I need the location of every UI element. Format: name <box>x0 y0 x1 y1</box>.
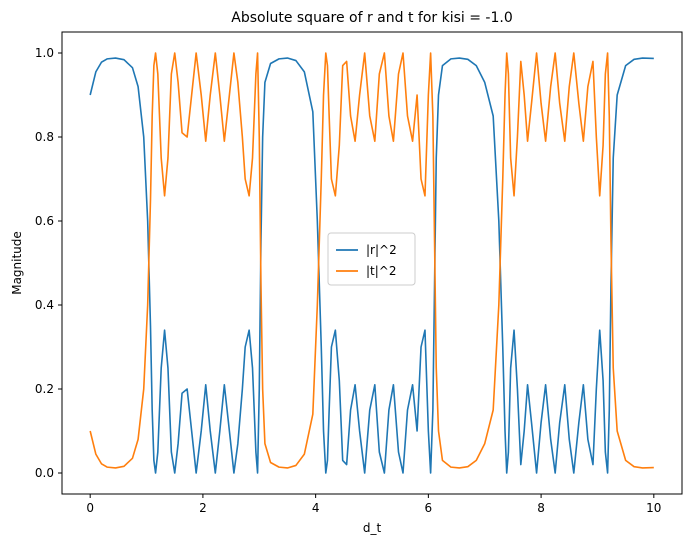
y-tick-label: 0.8 <box>35 130 54 144</box>
legend-box <box>327 232 416 286</box>
x-tick-label: 2 <box>199 501 207 515</box>
y-tick-label: 0.2 <box>35 382 54 396</box>
x-axis: 0 2 4 6 8 10 <box>86 494 661 515</box>
series-line-t-squared <box>89 52 654 469</box>
plot-area-frame <box>61 31 683 495</box>
y-tick-label: 0.0 <box>35 466 54 480</box>
x-axis-label: d_t <box>363 521 382 535</box>
legend-label: |r|^2 <box>366 243 397 257</box>
y-axis: 0.0 0.2 0.4 0.6 0.8 1.0 <box>35 46 62 480</box>
x-tick-label: 10 <box>646 501 661 515</box>
legend: |r|^2 |t|^2 <box>327 232 416 286</box>
y-tick-label: 0.6 <box>35 214 54 228</box>
chart-title: Absolute square of r and t for kisi = -1… <box>231 10 513 26</box>
series-layer <box>89 52 654 474</box>
x-tick-label: 6 <box>425 501 433 515</box>
x-tick-label: 4 <box>312 501 320 515</box>
legend-label: |t|^2 <box>366 264 396 278</box>
y-tick-label: 1.0 <box>35 46 54 60</box>
series-line-r-squared <box>89 57 654 474</box>
y-tick-label: 0.4 <box>35 298 54 312</box>
x-tick-label: 0 <box>86 501 94 515</box>
y-axis-label: Magnitude <box>10 231 24 295</box>
x-tick-label: 8 <box>537 501 545 515</box>
